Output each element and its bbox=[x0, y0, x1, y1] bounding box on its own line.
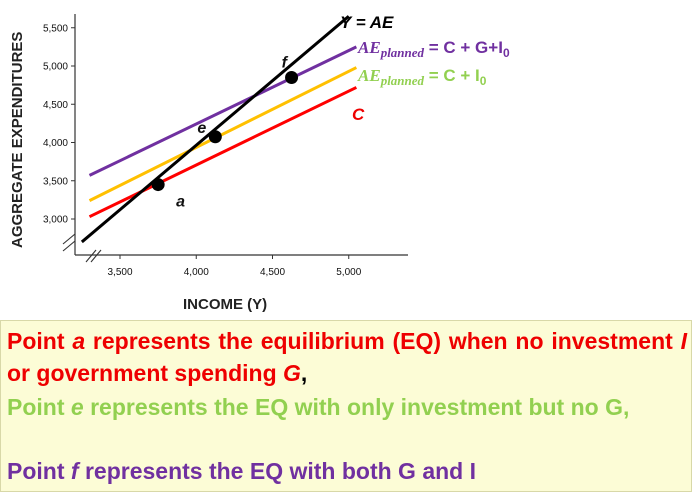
point-e-label: e bbox=[197, 120, 206, 137]
label-ae-planned-without-g: AEplanned = C + I0 bbox=[357, 66, 487, 88]
caption-e-letter: e bbox=[70, 394, 84, 420]
caption-a-text-3: or government spending bbox=[7, 360, 284, 386]
caption-f-text-2: represents the EQ with both G and I bbox=[78, 458, 476, 484]
caption-a-text-2: represents the equilibrium (EQ) when no … bbox=[85, 328, 681, 354]
line-consumption bbox=[88, 86, 358, 219]
line-y-equals-ae bbox=[80, 15, 350, 244]
caption-f-letter: f bbox=[70, 458, 79, 484]
equilibrium-points: a e f bbox=[151, 54, 299, 211]
point-f-marker bbox=[285, 70, 299, 84]
y-tick-label: 4,000 bbox=[43, 138, 68, 149]
chart-svg: 3,000 3,500 4,000 4,500 5,000 5,500 3,500 4,000… bbox=[9, 13, 510, 313]
chart-series-lines bbox=[80, 15, 358, 244]
x-tick-label: 5,000 bbox=[336, 267, 361, 278]
caption-a-comma: , bbox=[300, 360, 308, 386]
caption-point-e: Point e represents the EQ with only inve… bbox=[7, 391, 687, 423]
point-e-marker bbox=[208, 130, 222, 144]
caption-point-a: Point a represents the equilibrium (EQ) … bbox=[7, 325, 687, 389]
x-axis-break-mark bbox=[85, 249, 102, 263]
y-tick-label: 5,500 bbox=[43, 23, 68, 34]
y-axis-title: AGGREGATE EXPENDITURES bbox=[9, 32, 26, 248]
y-tick-label: 4,500 bbox=[43, 100, 68, 111]
caption-point-f: Point f represents the EQ with both G an… bbox=[7, 455, 687, 487]
y-tick-label: 5,000 bbox=[43, 62, 68, 73]
line-ae-planned-without-g bbox=[88, 66, 358, 202]
x-tick-label: 4,500 bbox=[260, 267, 285, 278]
line-ae-planned-with-g bbox=[88, 45, 358, 177]
caption-a-letter: a bbox=[72, 328, 86, 354]
point-a-marker bbox=[151, 178, 165, 192]
x-axis-title: INCOME (Y) bbox=[183, 296, 267, 313]
label-ae-planned-with-g: AEplanned = C + G+I0 bbox=[357, 38, 510, 60]
y-tick-label: 3,000 bbox=[43, 215, 68, 226]
x-tick-label: 4,000 bbox=[184, 267, 209, 278]
point-f-label: f bbox=[282, 54, 289, 71]
caption-a-government: G bbox=[283, 360, 301, 386]
x-axis-title-text: INCOME (Y) bbox=[183, 296, 267, 313]
y-tick-label: 3,500 bbox=[43, 176, 68, 187]
ae-chart: 3,000 3,500 4,000 4,500 5,000 5,500 3,500 4,000… bbox=[9, 13, 510, 313]
label-consumption: C bbox=[352, 105, 365, 124]
caption-a-text-1: Point bbox=[7, 328, 73, 354]
x-tick-label: 3,500 bbox=[107, 267, 132, 278]
point-a-label: a bbox=[176, 194, 185, 211]
chart-axes: 3,000 3,500 4,000 4,500 5,000 5,500 3,500 4,000… bbox=[43, 14, 408, 278]
caption-box: Point a represents the equilibrium (EQ) … bbox=[0, 320, 692, 492]
label-y-equals-ae: Y = AE bbox=[340, 13, 394, 32]
caption-e-text-2: represents the EQ with only investment b… bbox=[83, 394, 630, 420]
y-axis-break-mark bbox=[62, 233, 76, 252]
caption-f-text-1: Point bbox=[7, 458, 71, 484]
caption-e-text-1: Point bbox=[7, 394, 71, 420]
caption-a-investment: I bbox=[680, 328, 687, 354]
